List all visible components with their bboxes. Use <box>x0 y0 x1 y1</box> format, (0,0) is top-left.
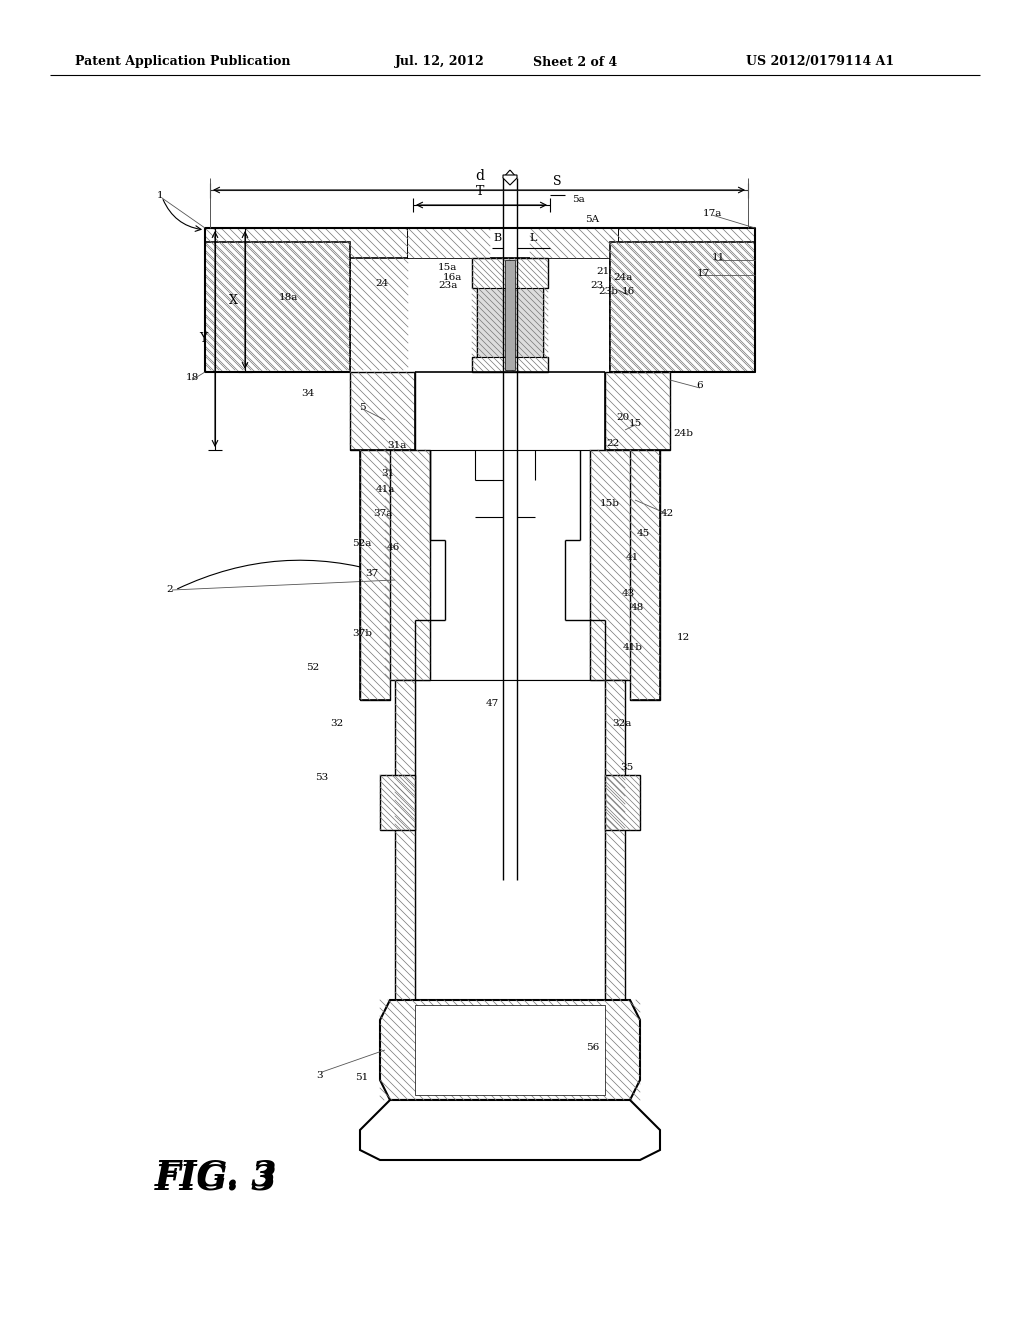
Text: 48: 48 <box>631 603 644 612</box>
Text: B: B <box>493 234 501 243</box>
Text: 15a: 15a <box>437 264 457 272</box>
Polygon shape <box>472 257 548 372</box>
Text: 31: 31 <box>381 469 394 478</box>
Text: 31a: 31a <box>387 441 407 450</box>
Polygon shape <box>530 228 618 257</box>
Text: T: T <box>476 185 484 198</box>
Text: 12: 12 <box>677 634 689 643</box>
Text: X: X <box>229 293 238 306</box>
Text: 52: 52 <box>306 664 319 672</box>
Text: Sheet 2 of 4: Sheet 2 of 4 <box>532 55 617 69</box>
Text: Patent Application Publication: Patent Application Publication <box>75 55 291 69</box>
Text: 23a: 23a <box>438 281 458 289</box>
Polygon shape <box>605 775 640 830</box>
Text: 23b: 23b <box>598 288 618 297</box>
Text: 16: 16 <box>622 288 635 297</box>
Text: 17a: 17a <box>702 209 722 218</box>
Polygon shape <box>605 372 670 450</box>
Text: 41a: 41a <box>376 486 394 495</box>
Text: 24: 24 <box>376 279 389 288</box>
Text: 22: 22 <box>606 438 620 447</box>
Text: 16a: 16a <box>442 272 462 281</box>
Text: 15b: 15b <box>600 499 620 507</box>
Text: L: L <box>529 234 537 243</box>
Text: 37b: 37b <box>352 628 372 638</box>
Polygon shape <box>630 450 660 700</box>
Text: d: d <box>475 169 484 183</box>
Text: 51: 51 <box>355 1073 369 1082</box>
Text: 56: 56 <box>587 1044 600 1052</box>
Text: US 2012/0179114 A1: US 2012/0179114 A1 <box>745 55 894 69</box>
Text: Jul. 12, 2012: Jul. 12, 2012 <box>395 55 485 69</box>
Text: 3: 3 <box>316 1071 324 1080</box>
Polygon shape <box>415 1005 605 1096</box>
Text: 43: 43 <box>622 589 635 598</box>
Polygon shape <box>610 242 755 372</box>
Polygon shape <box>505 260 515 370</box>
Text: 37: 37 <box>366 569 379 578</box>
Polygon shape <box>477 288 543 356</box>
Bar <box>130 1160 330 1210</box>
Polygon shape <box>503 176 517 185</box>
Polygon shape <box>385 450 430 680</box>
Text: 41b: 41b <box>623 644 643 652</box>
Text: 18: 18 <box>185 374 199 383</box>
Text: 24b: 24b <box>673 429 693 437</box>
Polygon shape <box>610 228 755 372</box>
Polygon shape <box>605 680 625 1001</box>
Polygon shape <box>380 775 415 830</box>
Text: FIG. 3: FIG. 3 <box>155 1158 278 1192</box>
Text: 53: 53 <box>315 774 329 783</box>
Text: 1: 1 <box>157 190 163 199</box>
Polygon shape <box>350 372 415 450</box>
Text: Y: Y <box>199 333 207 346</box>
Polygon shape <box>415 680 605 1001</box>
Polygon shape <box>590 450 635 680</box>
Text: 23: 23 <box>591 281 603 289</box>
Text: 42: 42 <box>660 508 674 517</box>
Text: 41: 41 <box>626 553 639 562</box>
Text: 52a: 52a <box>352 539 372 548</box>
Text: 5a: 5a <box>571 195 585 205</box>
Polygon shape <box>205 242 350 372</box>
Polygon shape <box>408 228 490 257</box>
Text: 20: 20 <box>616 413 630 422</box>
Text: 37a: 37a <box>374 508 392 517</box>
Text: 24a: 24a <box>613 273 633 282</box>
Text: 46: 46 <box>386 544 399 553</box>
Text: 5: 5 <box>358 404 366 412</box>
Polygon shape <box>205 228 408 370</box>
Text: 2: 2 <box>167 586 173 594</box>
Text: 35: 35 <box>621 763 634 772</box>
Text: 17: 17 <box>696 268 710 277</box>
Text: 45: 45 <box>636 528 649 537</box>
Polygon shape <box>430 450 590 680</box>
Text: 32: 32 <box>331 718 344 727</box>
Text: 21: 21 <box>596 268 609 276</box>
Text: 15: 15 <box>629 418 642 428</box>
Text: S: S <box>553 176 561 187</box>
Polygon shape <box>408 228 618 257</box>
Text: 32a: 32a <box>612 718 632 727</box>
Polygon shape <box>395 680 415 1001</box>
Text: 11: 11 <box>712 253 725 263</box>
Text: 34: 34 <box>301 388 314 397</box>
Text: 18a: 18a <box>279 293 298 301</box>
Polygon shape <box>380 1001 640 1100</box>
Polygon shape <box>360 1100 660 1160</box>
Text: 6: 6 <box>696 380 703 389</box>
Text: 5A: 5A <box>585 215 599 224</box>
Text: FIG. 3: FIG. 3 <box>155 1163 278 1197</box>
Polygon shape <box>360 450 390 700</box>
Text: 47: 47 <box>485 698 499 708</box>
